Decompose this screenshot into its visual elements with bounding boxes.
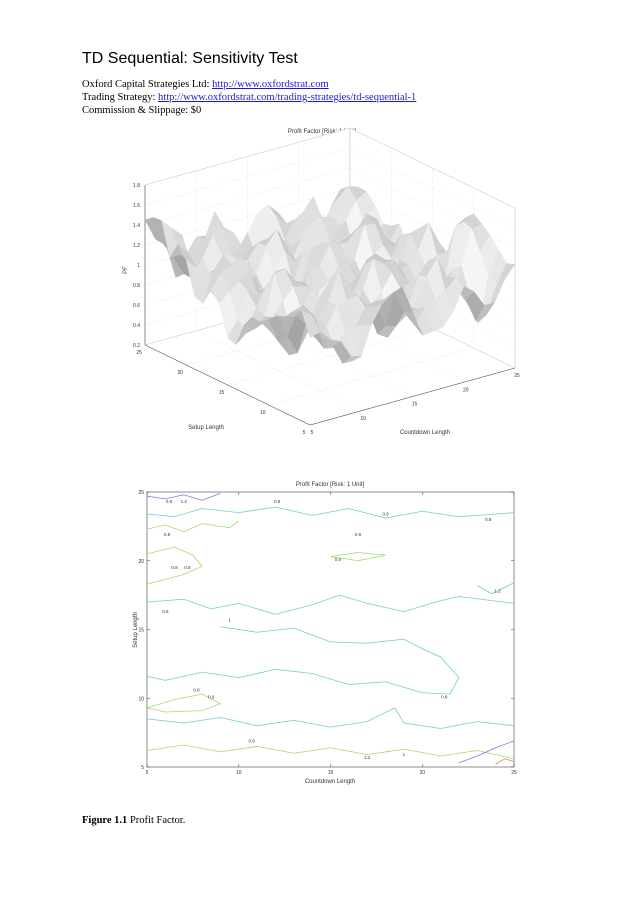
contour-level-label: 0.8	[335, 557, 342, 562]
y-tick-label: 20	[177, 370, 183, 376]
contour-level-label: 0.9	[382, 511, 389, 516]
contour-level-label: 0.9	[208, 694, 215, 699]
x-tick-label: 25	[511, 770, 517, 776]
contour-plot: Profit Factor [Risk: 1 Unit] 0.9 1.2 0.80.…	[133, 482, 517, 785]
surface-mesh	[144, 186, 516, 364]
y-tick-label: 25	[138, 490, 144, 496]
contour-level-label: 1	[228, 617, 231, 622]
y-tick-label: 25	[136, 350, 142, 356]
x-tick-label: 5	[311, 430, 314, 436]
contour-level-label: 0.9	[248, 738, 255, 743]
surface-patch	[301, 310, 321, 338]
x-tick-label: 20	[463, 387, 469, 393]
document-title: TD Sequential: Sensitivity Test	[82, 50, 298, 67]
meta-line-commission: Commission & Slippage: $0	[82, 104, 201, 117]
y-tick-label: 20	[138, 559, 144, 565]
strategy-label: Trading Strategy:	[82, 92, 159, 103]
y-gridline	[186, 148, 392, 366]
y-tick-label: 15	[138, 628, 144, 634]
z-tick-label: 1.4	[133, 223, 140, 229]
x-tick-label: 25	[514, 373, 520, 379]
surface-title: Profit Factor [Risk: 1 Unit]	[288, 129, 357, 135]
contour-level-label: 0.8	[171, 565, 178, 570]
company-link[interactable]: http://www.oxfordstrat.com	[212, 79, 329, 90]
z-tick-label: 0.8	[133, 283, 140, 289]
y-gridline	[309, 208, 516, 426]
x-tick-label: 5	[146, 770, 149, 776]
z-tick-label: 0.2	[133, 343, 140, 349]
meta-line-strategy: Trading Strategy: http://www.oxfordstrat…	[82, 91, 416, 104]
contour-x-ticks: 5 10 15 20 25	[146, 492, 517, 776]
contour-line	[146, 520, 239, 533]
y-tick-label: 15	[219, 390, 225, 396]
contour-level-label: 1	[403, 752, 406, 757]
caption-text: Profit Factor.	[127, 815, 186, 826]
surface-x-label: Countdown Length	[400, 430, 450, 436]
contour-level-label: 0.8	[193, 687, 200, 692]
meta-line-company: Oxford Capital Strategies Ltd: http://ww…	[82, 78, 329, 91]
floor-edge	[144, 344, 516, 426]
surface-z-ticks: 0.2 0.4 0.6 0.8 1 1.2 1.4 1.6 1.8	[133, 183, 140, 349]
contour-title: Profit Factor [Risk: 1 Unit]	[296, 482, 365, 488]
y-tick-label: 5	[303, 430, 306, 436]
z-tick-label: 0.4	[133, 323, 140, 329]
contour-line	[146, 626, 460, 695]
contour-level-label: 0.8	[164, 532, 171, 537]
x-tick-label: 20	[419, 770, 425, 776]
contour-line	[146, 744, 515, 760]
z-tick-label: 0.6	[133, 303, 140, 309]
contour-y-label: Setup Length	[133, 612, 139, 648]
x-tick-label: 10	[236, 770, 242, 776]
surface-x-ticks: 5 10 15 20 25	[311, 373, 520, 436]
contour-line	[495, 758, 515, 765]
contour-line	[146, 546, 203, 585]
y-tick-label: 10	[260, 410, 266, 416]
contour-level-label: 0.8	[485, 517, 492, 522]
contour-line	[330, 552, 386, 562]
y-gridline	[227, 168, 433, 386]
x-tick-label: 15	[328, 770, 334, 776]
contour-axes-box	[146, 491, 515, 768]
contour-lines	[146, 493, 515, 765]
z-tick-label: 1	[137, 263, 140, 269]
contour-level-label: 0.8	[274, 499, 281, 504]
contour-level-label: 0.8	[441, 694, 448, 699]
z-tick-label: 1.8	[133, 183, 140, 189]
contour-level-label: 0.8	[184, 565, 191, 570]
y-gridline	[144, 128, 351, 346]
contour-y-ticks: 5 10 15 20 25	[138, 490, 514, 771]
contour-level-label: 1.2	[364, 755, 371, 760]
contour-level-label: 1.2	[494, 588, 501, 593]
surface-z-label: PF	[123, 266, 129, 274]
caption-bold: Figure 1.1	[82, 815, 128, 826]
contour-line	[146, 707, 515, 729]
contour-line	[146, 594, 515, 615]
commission-label: Commission & Slippage: $0	[82, 105, 202, 116]
contour-line	[458, 740, 515, 764]
contour-labels: 0.9 1.2 0.8 0.9 0.8 0.8 0.8 0.8 0.8 0.8 1.2 0.8 1 0.8…	[162, 499, 501, 760]
y-tick-label: 10	[138, 696, 144, 702]
contour-level-label: 0.9	[166, 499, 173, 504]
contour-level-label: 1.2	[181, 499, 188, 504]
z-tick-label: 1.6	[133, 203, 140, 209]
contour-line	[146, 493, 221, 501]
x-tick-label: 15	[412, 402, 418, 408]
figure-caption: Figure 1.1 Profit Factor.	[82, 815, 185, 826]
contour-line	[146, 693, 222, 713]
contour-line	[146, 506, 515, 519]
surface-y-ticks: 5 10 15 20 25	[136, 350, 305, 436]
surface-plot: Profit Factor [Risk: 1 Unit] 0.20.40.60.…	[123, 127, 520, 436]
contour-line	[477, 582, 515, 595]
contour-level-label: 0.8	[355, 532, 362, 537]
z-tick-label: 1.2	[133, 243, 140, 249]
x-tick-label: 10	[360, 416, 366, 422]
x-gridline	[196, 170, 362, 411]
contour-x-label: Countdown Length	[305, 779, 355, 785]
contour-level-label: 0.8	[162, 609, 169, 614]
surface-y-label: Setup Length	[188, 425, 224, 431]
strategy-link[interactable]: http://www.oxfordstrat.com/trading-strat…	[158, 92, 417, 103]
company-label: Oxford Capital Strategies Ltd:	[82, 79, 213, 90]
y-tick-label: 5	[141, 765, 144, 771]
